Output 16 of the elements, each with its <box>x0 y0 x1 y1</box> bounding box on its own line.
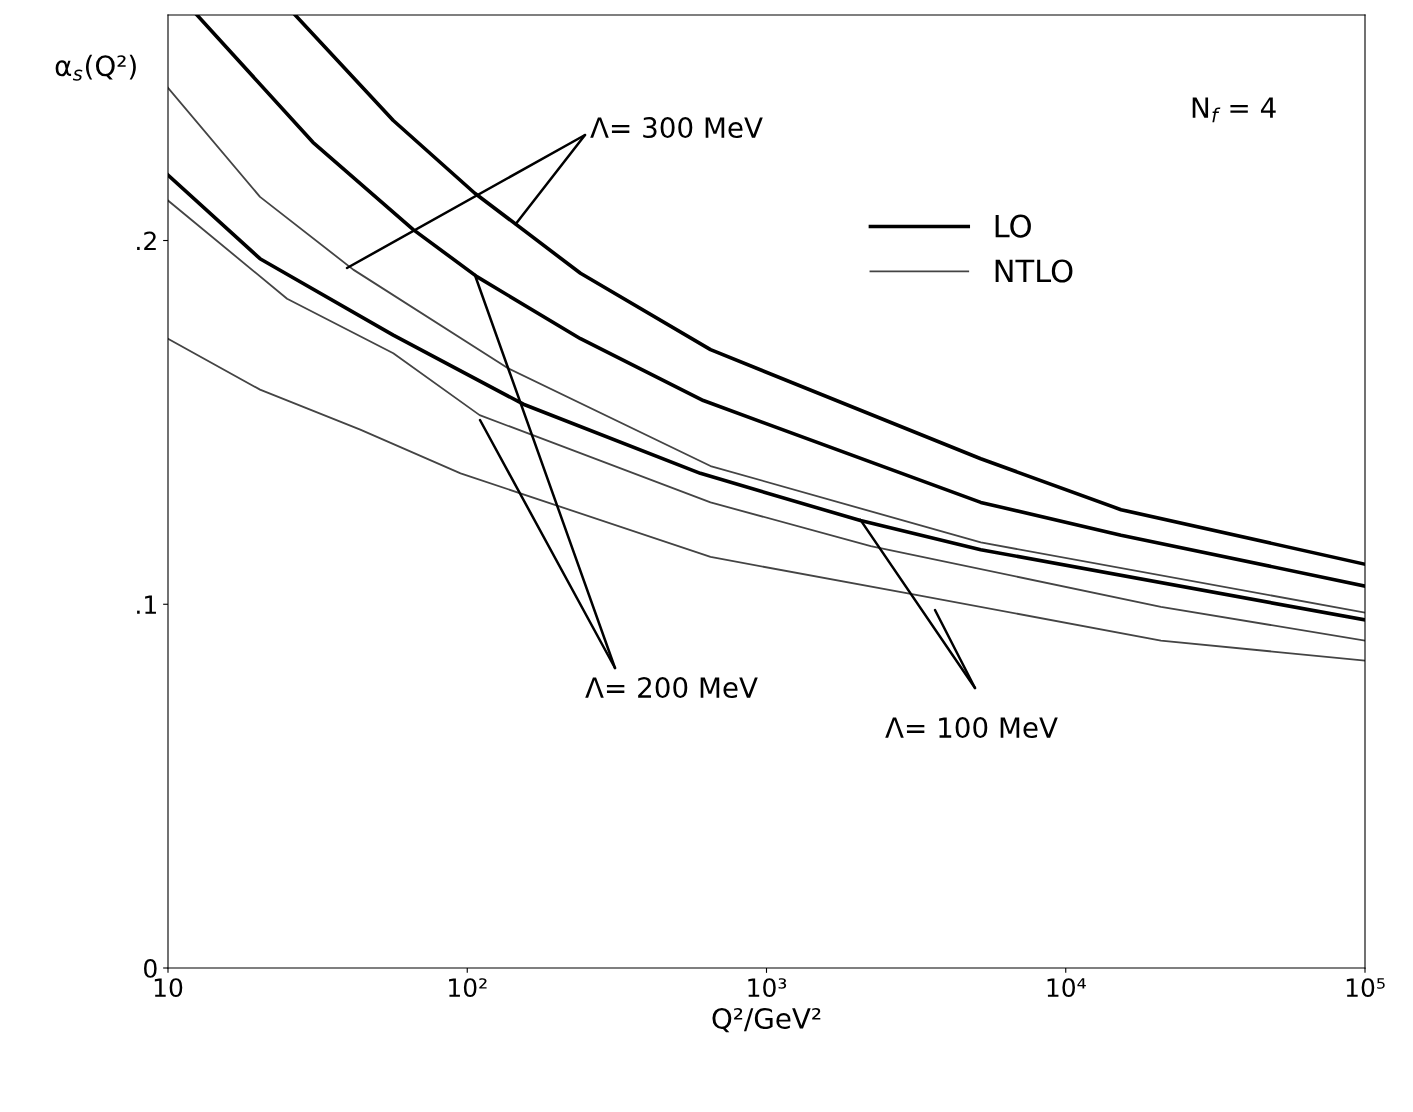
annotation: Λ= 100 MeV <box>885 717 1058 739</box>
annotation: N$_{f}$ = 4 <box>1192 97 1276 123</box>
x-tick-label: 10⁵ <box>1346 978 1385 998</box>
x-tick-label: 10³ <box>748 978 787 998</box>
y-tick-label: .1 <box>137 595 156 614</box>
legend-label: LO <box>995 214 1031 238</box>
legend-label: NTLO <box>995 259 1073 283</box>
annotation: Λ= 200 MeV <box>585 677 758 699</box>
y-tick-label: .2 <box>137 231 156 251</box>
x-tick-label: 10² <box>449 978 487 998</box>
y-axis-title: α$_{s}$(Q²) <box>55 54 136 81</box>
y-tick-label: 0 <box>144 958 157 978</box>
x-tick-label: 10⁴ <box>1047 978 1086 998</box>
annotation: Λ= 300 MeV <box>590 117 763 139</box>
x-tick-label: 10 <box>154 978 183 998</box>
x-axis-title: Q²/GeV² <box>712 1007 821 1033</box>
